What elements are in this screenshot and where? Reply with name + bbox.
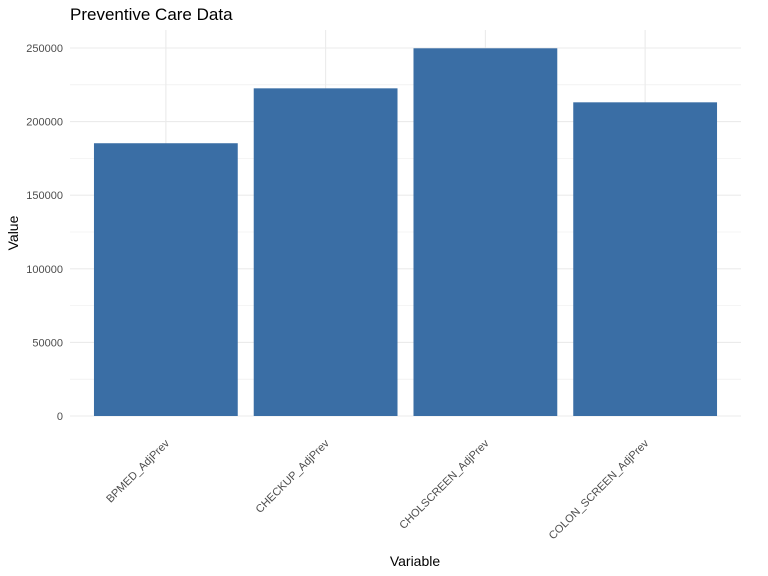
chart-title: Preventive Care Data (70, 5, 233, 24)
y-tick-label: 100000 (26, 264, 63, 276)
y-axis-ticks: 0 50000 100000 150000 200000 250000 (26, 43, 63, 423)
bars-layer (93, 48, 718, 417)
x-axis-ticks: BPMED_AdjPrev CHECKUP_AdjPrev CHOLSCREEN_A… (104, 437, 651, 542)
bar-checkup-adjprev (253, 88, 398, 417)
x-tick-label: BPMED_AdjPrev (104, 437, 172, 505)
bar-cholscreen-adjprev (413, 48, 558, 416)
y-tick-label: 0 (57, 411, 63, 423)
y-axis-title: Value (5, 215, 21, 250)
x-axis-title: Variable (390, 553, 441, 569)
bar-bpmed-adjprev (93, 143, 238, 416)
x-tick-label: COLON_SCREEN_AdjPrev (547, 437, 652, 542)
y-tick-label: 200000 (26, 117, 63, 129)
bar-colon-screen-adjprev (573, 102, 718, 416)
y-tick-label: 150000 (26, 190, 63, 202)
y-tick-label: 50000 (32, 337, 63, 349)
y-tick-label: 250000 (26, 43, 63, 55)
x-tick-label: CHECKUP_AdjPrev (254, 437, 332, 515)
x-tick-label: CHOLSCREEN_AdjPrev (397, 437, 491, 531)
